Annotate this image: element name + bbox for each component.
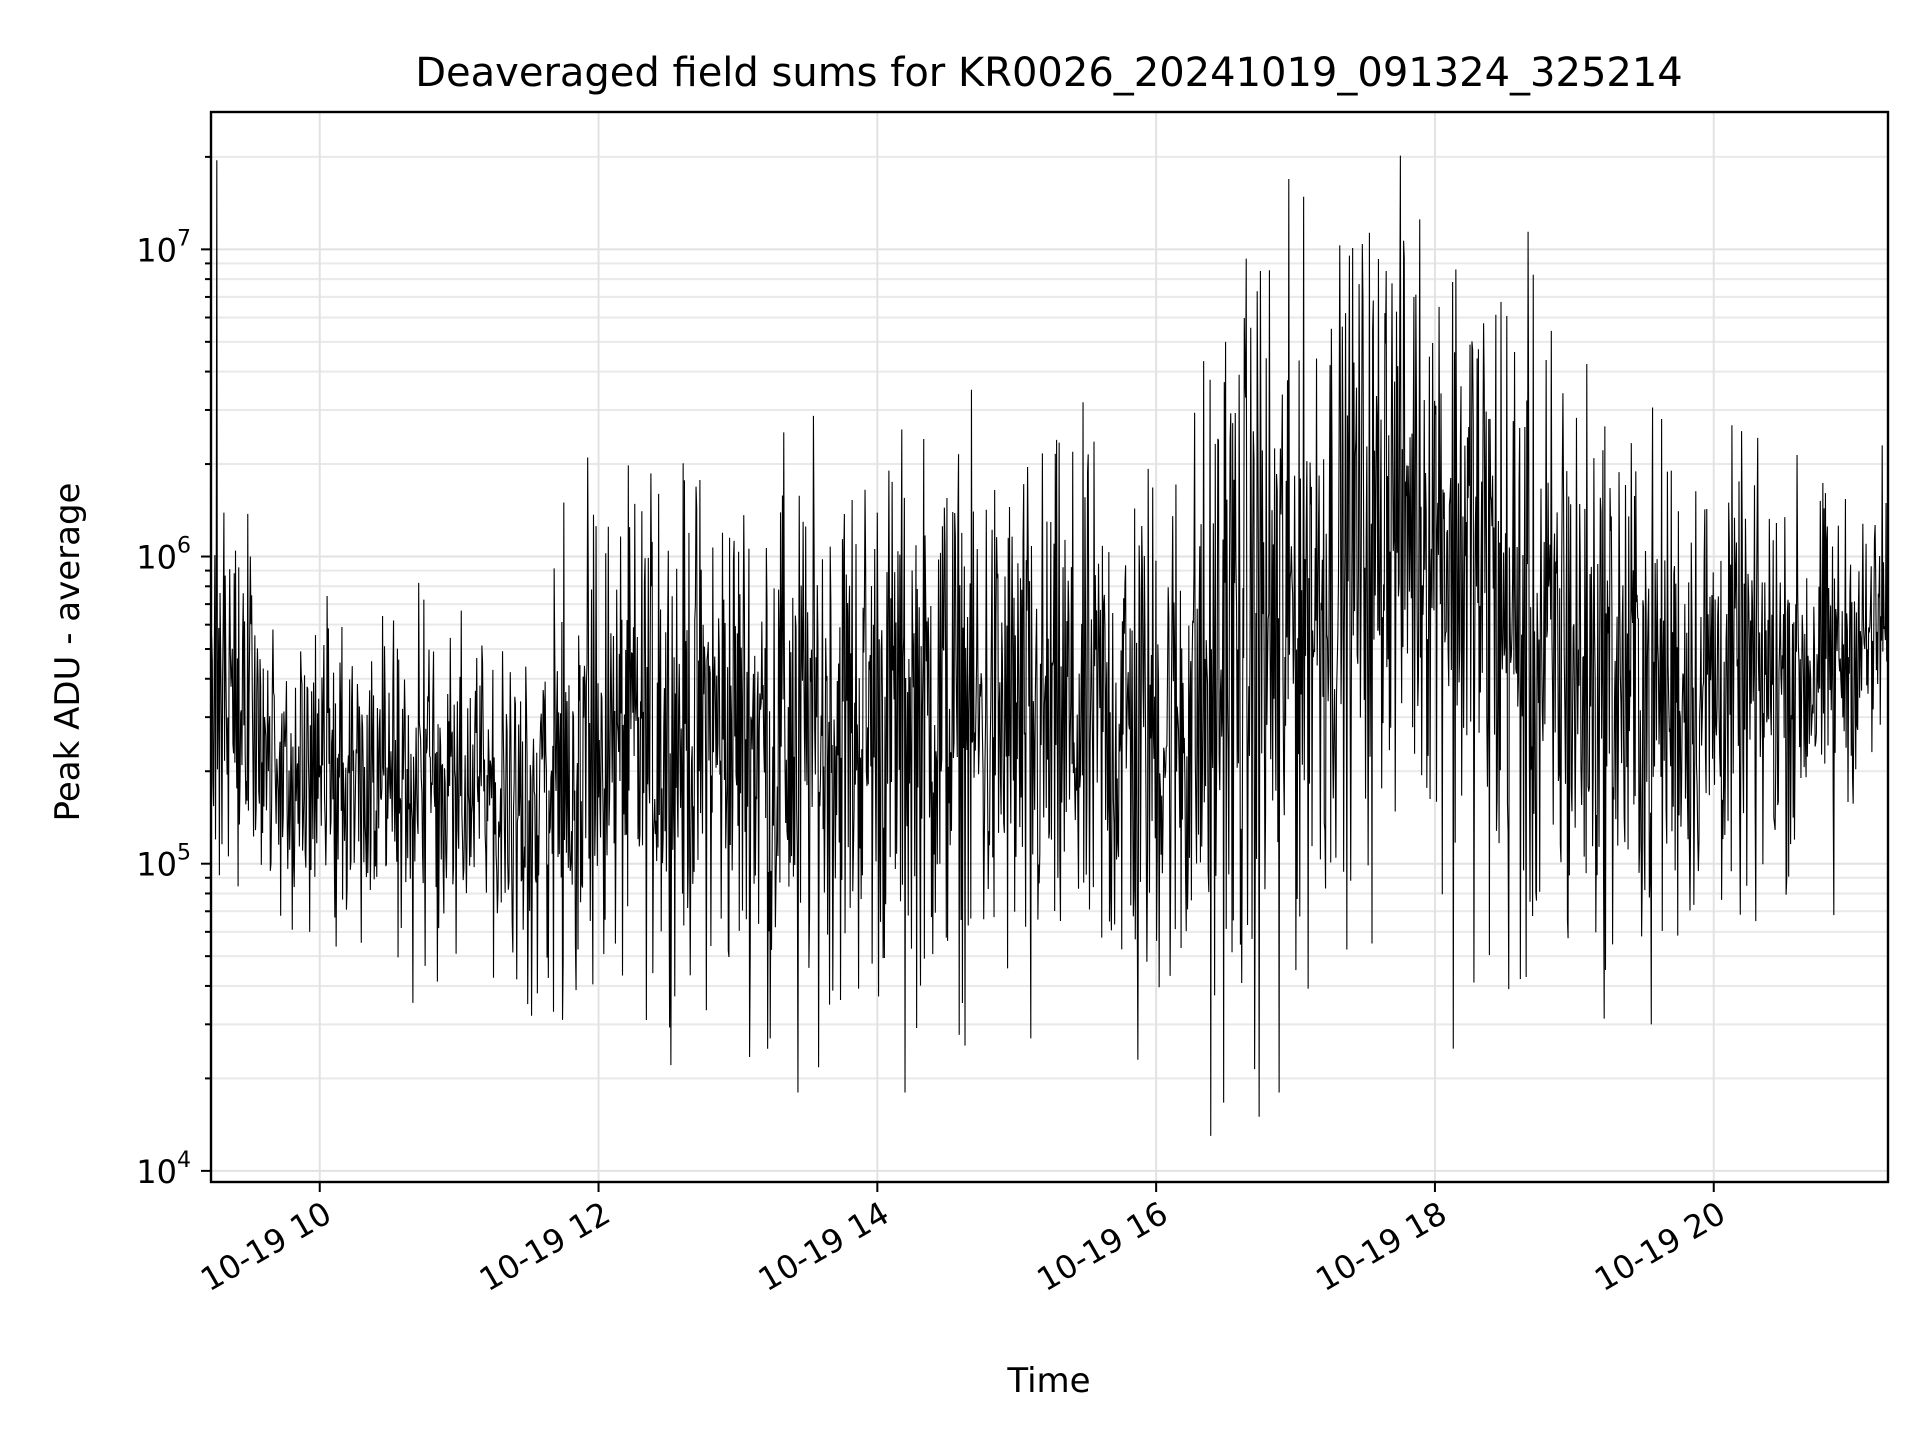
x-tick-label: 10-19 12 [473,1194,617,1299]
x-tick-label: 10-19 14 [752,1194,896,1299]
x-tick-label: 10-19 20 [1588,1194,1732,1299]
plot-frame [209,110,1890,1184]
x-axis-label: Time [1006,1361,1090,1401]
plot-area [210,155,1889,1136]
x-tick-label: 10-19 18 [1309,1194,1453,1299]
y-axis: 104 105 106 107 [136,155,211,1191]
grid [211,112,1888,1182]
y-tick-label: 106 [136,534,191,577]
y-axis-label: Peak ADU - average [48,483,88,822]
x-axis: 10-19 10 10-19 12 10-19 14 10-19 16 10-19 18… [194,1182,1732,1299]
y-tick-label: 105 [136,841,191,884]
y-tick-label: 104 [136,1148,191,1191]
y-tick-label: 107 [136,226,191,269]
x-tick-label: 10-19 10 [194,1194,338,1299]
chart-title: Deaveraged field sums for KR0026_2024101… [415,50,1683,96]
x-tick-label: 10-19 16 [1031,1194,1175,1299]
series-line [210,155,1889,1136]
